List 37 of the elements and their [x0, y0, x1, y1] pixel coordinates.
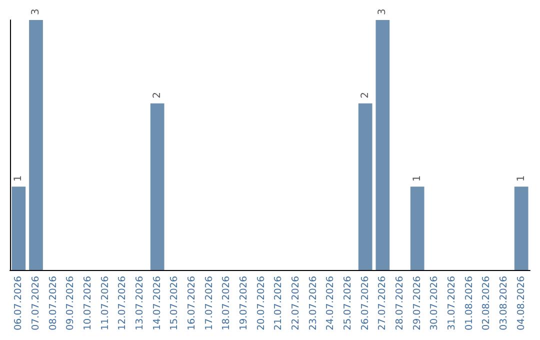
x-tick-label: 20.07.2026: [256, 276, 267, 330]
x-tick-label: 02.08.2026: [481, 276, 492, 330]
x-tick-label: 24.07.2026: [325, 276, 336, 330]
x-tick-label: 08.07.2026: [48, 276, 59, 330]
x-tick-label: 15.07.2026: [169, 276, 180, 330]
x-tick-label: 11.07.2026: [100, 276, 111, 330]
x-tick-label: 09.07.2026: [65, 276, 76, 330]
x-tick-label: 16.07.2026: [186, 276, 198, 330]
x-tick-label: 30.07.2026: [429, 276, 440, 330]
x-tick-label: 27.07.2026: [377, 276, 388, 330]
x-tick-label: 26.07.2026: [360, 276, 371, 330]
x-tick-label: 14.07.2026: [152, 276, 163, 330]
x-tick-label: 17.07.2026: [204, 276, 215, 330]
data-label: 2: [152, 92, 163, 98]
x-tick-label: 21.07.2026: [273, 276, 284, 330]
x-tick-label: 25.07.2026: [342, 276, 354, 330]
x-tick-label: 23.07.2026: [308, 276, 319, 330]
x-tick-label: 01.08.2026: [464, 276, 475, 330]
x-tick-label: 28.07.2026: [394, 276, 406, 330]
x-tick-label: 18.07.2026: [221, 276, 232, 330]
x-tick-label: 19.07.2026: [238, 276, 250, 330]
data-label: 1: [516, 175, 527, 182]
x-tick-label: 13.07.2026: [134, 276, 146, 330]
data-label: 1: [412, 175, 423, 182]
data-label: 3: [377, 8, 388, 15]
x-tick-label: 31.07.2026: [446, 276, 458, 330]
x-tick-label: 10.07.2026: [82, 276, 94, 330]
data-label: 3: [30, 8, 42, 15]
data-label: 1: [13, 175, 24, 182]
x-tick-label: 29.07.2026: [412, 276, 423, 330]
x-tick-label: 04.08.2026: [516, 276, 527, 330]
x-tick-label: 22.07.2026: [290, 276, 302, 330]
x-tick-label: 06.07.2026: [13, 276, 24, 330]
data-label: 2: [360, 92, 371, 98]
x-tick-label: 03.08.2026: [498, 276, 510, 330]
x-tick-label: 12.07.2026: [117, 276, 128, 330]
x-tick-label: 07.07.2026: [30, 276, 42, 330]
